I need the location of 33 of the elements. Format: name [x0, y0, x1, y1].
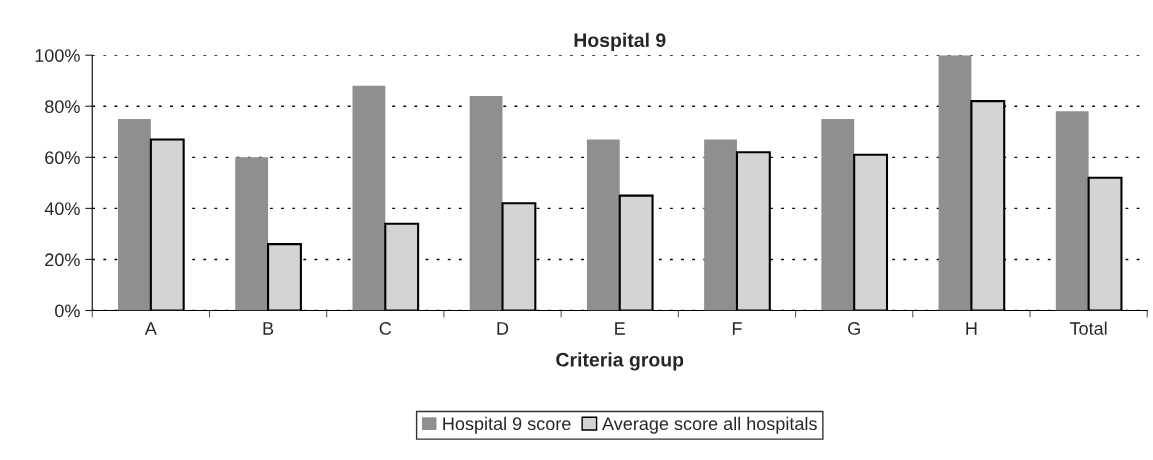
bar — [704, 139, 737, 311]
x-tick-label: Total — [1069, 321, 1107, 335]
bar — [235, 157, 269, 311]
x-tick-label: A — [144, 322, 157, 335]
x-tick-label: C — [379, 322, 392, 335]
bar — [938, 55, 972, 311]
x-tick-label: G — [848, 322, 860, 335]
legend-label: Hospital 9 score — [443, 416, 571, 434]
bar — [586, 139, 620, 311]
y-tick-label: 60% — [45, 151, 80, 165]
x-tick-label: D — [497, 322, 509, 335]
bar — [352, 85, 386, 311]
bar — [118, 119, 151, 311]
y-tick-label: 80% — [45, 100, 80, 113]
bar — [149, 138, 185, 311]
bar — [1055, 111, 1089, 311]
y-tick-label: 20% — [45, 253, 80, 267]
bar — [853, 153, 889, 311]
bar — [618, 194, 654, 311]
x-tick-label: B — [263, 322, 274, 335]
y-tick-label: 100% — [35, 49, 80, 62]
y-tick-label: 40% — [44, 202, 80, 216]
legend-label: Average score all hospitals — [602, 416, 817, 434]
x-tick-label: H — [966, 322, 977, 335]
chart-title: Hospital 9 — [574, 32, 666, 51]
x-tick-label: E — [615, 322, 625, 335]
y-tick-label: 0% — [55, 304, 80, 318]
bar — [469, 96, 503, 311]
bar — [1087, 176, 1123, 311]
bar — [384, 222, 420, 311]
x-tick-label: F — [732, 322, 742, 335]
bar — [821, 119, 855, 311]
x-axis-title: Criteria group — [556, 352, 684, 371]
